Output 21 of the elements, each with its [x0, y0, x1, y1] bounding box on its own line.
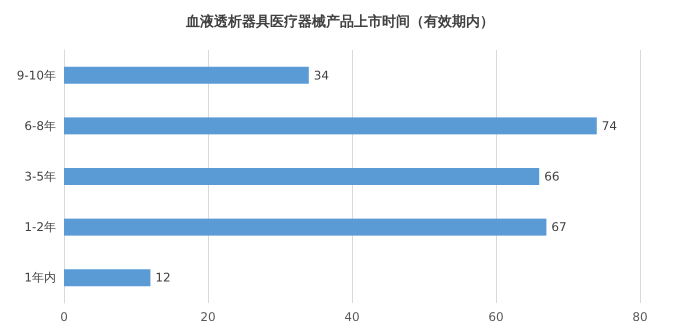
bar — [64, 269, 150, 286]
data-label: 66 — [544, 170, 560, 184]
data-label: 12 — [155, 270, 171, 285]
bar — [64, 117, 597, 134]
y-tick-label: 1年内 — [24, 270, 56, 285]
chart-title: 血液透析器具医疗器械产品上市时间（有效期内） — [185, 13, 494, 30]
data-label: 34 — [314, 68, 330, 82]
x-tick-label: 60 — [488, 310, 504, 324]
data-label: 74 — [602, 118, 618, 133]
bar — [64, 218, 546, 236]
x-tick-label: 20 — [200, 310, 216, 324]
data-label: 67 — [551, 220, 567, 234]
y-tick-label: 1-2年 — [24, 220, 56, 234]
x-tick-label: 80 — [632, 310, 648, 324]
bar — [64, 66, 309, 84]
y-tick-label: 3-5年 — [24, 170, 56, 184]
y-tick-label: 6-8年 — [24, 118, 56, 133]
bar — [64, 168, 540, 185]
y-tick-label: 9-10年 — [16, 68, 56, 82]
x-tick-label: 0 — [60, 310, 68, 324]
x-tick-label: 40 — [344, 310, 360, 324]
